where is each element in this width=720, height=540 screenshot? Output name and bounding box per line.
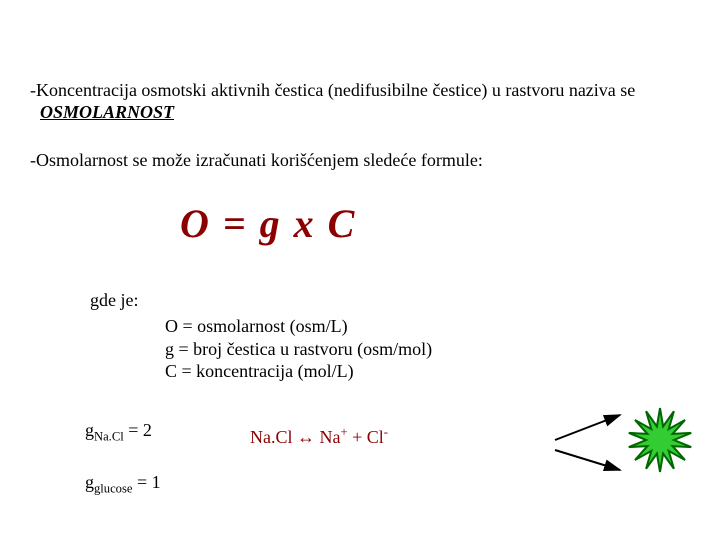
- definitions: O = osmolarnost (osm/L) g = broj čestica…: [165, 315, 432, 383]
- intro-line-2: -Osmolarnost se može izračunati korišćen…: [30, 150, 483, 171]
- g-nacl-g: g: [85, 420, 94, 440]
- osmolarnost-heading: OSMOLARNOST: [40, 102, 174, 123]
- g-nacl-sub: Na.Cl: [94, 430, 124, 444]
- g-nacl-eq: = 2: [124, 420, 152, 440]
- ion-na: Na: [315, 427, 341, 447]
- ion-dissociation: Na.Cl ↔ Na+ + Cl-: [250, 425, 388, 448]
- ion-arrow-icon: ↔: [297, 427, 315, 447]
- def-g: g = broj čestica u rastvoru (osm/mol): [165, 338, 432, 361]
- ion-nacl: Na.Cl: [250, 427, 297, 447]
- g-nacl: gNa.Cl = 2: [85, 420, 152, 445]
- g-glucose: gglucose = 1: [85, 472, 161, 497]
- ion-na-charge: +: [341, 425, 348, 439]
- gde-label: gde je:: [90, 290, 138, 311]
- decoration-graphic: [540, 400, 710, 530]
- ion-cl-charge: -: [384, 425, 388, 439]
- def-O: O = osmolarnost (osm/L): [165, 315, 432, 338]
- g-glu-sub: glucose: [94, 482, 132, 496]
- g-glu-g: g: [85, 472, 94, 492]
- intro-line-1: -Koncentracija osmotski aktivnih čestica…: [30, 80, 635, 101]
- def-C: C = koncentracija (mol/L): [165, 360, 432, 383]
- formula: O = g x C: [180, 200, 356, 247]
- ion-plus-cl: + Cl: [348, 427, 384, 447]
- g-glu-eq: = 1: [132, 472, 160, 492]
